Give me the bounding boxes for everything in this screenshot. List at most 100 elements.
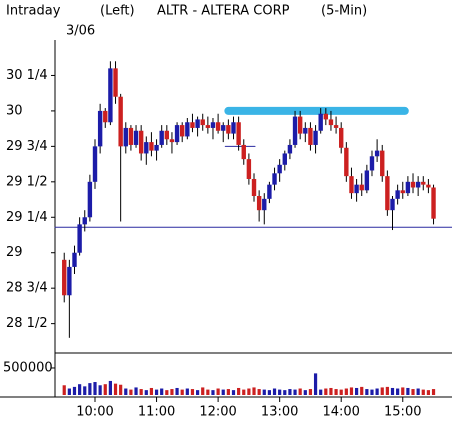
volume-bar [308, 389, 313, 395]
volume-bar [201, 387, 205, 395]
y-tick-label: 28 1/2 [6, 316, 48, 331]
volume-bar [401, 387, 405, 395]
volume-bar [88, 383, 92, 395]
volume-bar [170, 389, 174, 395]
volume-bar [278, 389, 282, 395]
candle-body [87, 181, 93, 218]
candle-body [344, 147, 349, 177]
candle-body [180, 125, 185, 137]
candle-body [221, 125, 226, 131]
candle-body [323, 113, 329, 120]
volume-bar [411, 389, 415, 395]
candle-body [405, 181, 411, 194]
candle-body [226, 125, 231, 134]
candle-body [205, 125, 211, 128]
candle-body [149, 142, 154, 151]
candle-body [185, 122, 190, 137]
volume-bar [396, 388, 400, 395]
candle-body [77, 224, 82, 253]
candle-body [133, 130, 139, 145]
candle-body [195, 119, 200, 128]
volume-bar [211, 390, 215, 395]
volume-bar [360, 386, 364, 395]
candle-body [292, 116, 298, 145]
volume-bar [431, 389, 436, 395]
candle-body [256, 196, 262, 211]
x-tick-label: 14:00 [322, 405, 359, 420]
candle-body [97, 110, 103, 147]
volume-bar [303, 390, 307, 395]
y-tick-label: 29 1/4 [6, 210, 48, 225]
candle-body [67, 266, 72, 296]
volume-bar [149, 387, 154, 395]
x-tick-label: 10:00 [76, 405, 113, 420]
candle-body [339, 127, 344, 148]
chart-subtitle: (5-Min) [321, 4, 367, 19]
volume-bar [190, 389, 195, 395]
candle-body [92, 146, 98, 182]
candle-body [108, 68, 113, 123]
candle-body [277, 164, 282, 174]
volume-bar [339, 389, 343, 395]
volume-bar [144, 390, 148, 395]
candle-body [385, 176, 390, 211]
candle-body [303, 127, 308, 134]
volume-bar [247, 388, 251, 395]
volume-bar [313, 373, 318, 395]
x-tick-label: 11:00 [138, 405, 175, 420]
volume-bar [237, 387, 241, 395]
volume-bar [385, 386, 389, 395]
candle-body [431, 187, 436, 219]
volume-bar [319, 389, 323, 395]
volume-bar [375, 388, 379, 395]
y-tick-label: 30 1/4 [6, 68, 48, 83]
candle-body [123, 127, 128, 147]
candle-body [190, 122, 195, 128]
y-tick-label: 29 3/4 [6, 139, 48, 154]
volume-bar [62, 385, 66, 395]
candle-body [246, 159, 252, 179]
candle-body [144, 142, 149, 154]
volume-bar [354, 387, 359, 395]
volume-bar [365, 389, 369, 395]
candle-body [374, 150, 380, 157]
volume-bar [129, 389, 133, 395]
y2-tick-label: 500000 [3, 360, 53, 375]
candle-body [169, 139, 175, 143]
volume-bar [78, 384, 82, 395]
candle-body [410, 181, 416, 188]
date-label: 3/06 [66, 24, 95, 39]
x-tick-label: 15:00 [384, 405, 421, 420]
volume-bar [380, 387, 384, 395]
y-tick-label: 30 [6, 103, 23, 118]
volume-bar [226, 389, 230, 395]
volume-bar [180, 389, 184, 395]
volume-bar [165, 390, 169, 395]
volume-bar [72, 386, 77, 395]
candle-body [369, 156, 375, 171]
volume-bar [416, 388, 420, 395]
candle-body [251, 178, 257, 196]
y-tick-label: 29 [6, 245, 23, 260]
candle-body [354, 184, 359, 194]
volume-bar [103, 384, 107, 395]
candle-body [174, 125, 180, 143]
volume-bar [67, 388, 71, 395]
volume-bar [124, 388, 128, 395]
candle-body [118, 96, 123, 147]
y-tick-label: 29 1/2 [6, 174, 48, 189]
candle-body [400, 190, 405, 194]
volume-bar [195, 390, 200, 395]
x-tick-label: 13:00 [261, 405, 298, 420]
candle-body [262, 198, 267, 211]
volume-bar [83, 386, 87, 395]
candle-body [128, 127, 134, 145]
candle-body [297, 116, 303, 134]
volume-bar [324, 388, 328, 395]
candle-body [103, 110, 108, 123]
volume-bar [185, 388, 189, 395]
volume-bar [113, 383, 118, 395]
header-label: (Left) [100, 4, 135, 19]
volume-bar [426, 390, 431, 395]
volume-bar [293, 389, 297, 395]
